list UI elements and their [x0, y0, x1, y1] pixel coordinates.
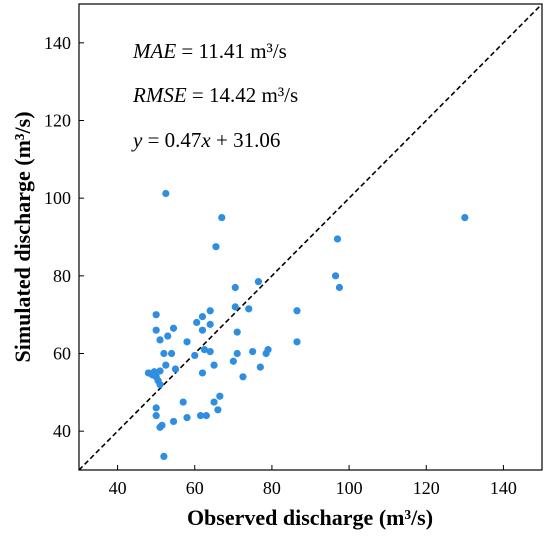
data-point	[210, 398, 218, 406]
data-point	[335, 283, 344, 292]
data-point	[162, 361, 170, 369]
data-point	[168, 349, 176, 358]
x-tick-label: 100	[336, 478, 363, 498]
data-point	[198, 326, 207, 334]
data-point	[198, 313, 207, 321]
data-point	[206, 307, 214, 315]
annotation-fit-x: x	[200, 128, 211, 152]
data-point	[183, 413, 191, 422]
data-point	[158, 421, 166, 429]
data-point	[461, 213, 469, 222]
annotation-fit-y: y	[131, 128, 143, 152]
annotation-mae-var: MAE	[132, 39, 176, 63]
x-axis-label: Observed discharge (m³/s)	[187, 505, 433, 530]
annotation-rmse: RMSE = 14.42 m³/s	[132, 83, 298, 107]
data-point	[179, 398, 187, 406]
x-tick-label: 40	[109, 478, 127, 498]
data-point	[293, 307, 301, 315]
annotation-rmse-value: = 14.42 m³/s	[187, 83, 298, 107]
data-point	[333, 235, 342, 243]
data-point	[331, 272, 340, 280]
data-point	[152, 412, 160, 420]
data-point	[193, 318, 201, 327]
data-point	[231, 283, 239, 292]
data-point	[254, 278, 263, 286]
y-tick-label: 100	[44, 188, 71, 208]
data-point	[202, 412, 210, 420]
data-point	[160, 452, 168, 461]
data-point	[214, 406, 222, 414]
data-point	[150, 368, 158, 376]
data-point	[245, 305, 253, 313]
y-axis-ticks: 40 60 80 100 120 140	[44, 33, 84, 441]
y-tick-label: 60	[53, 344, 71, 364]
data-point	[206, 320, 214, 328]
x-tick-label: 60	[186, 478, 204, 498]
annotation-mae-value: = 11.41 m³/s	[176, 39, 287, 63]
data-point	[156, 367, 164, 375]
data-point	[256, 363, 264, 371]
y-tick-label: 120	[44, 111, 71, 131]
data-point	[162, 189, 170, 198]
data-points	[144, 189, 469, 461]
data-point	[218, 213, 226, 222]
y-tick-label: 140	[44, 33, 71, 53]
plot-frame	[78, 3, 543, 471]
data-point	[231, 303, 239, 311]
y-tick-label: 40	[53, 421, 71, 441]
data-point	[196, 412, 205, 420]
data-point	[152, 311, 160, 319]
data-point	[191, 351, 199, 360]
annotation-fit-slope: = 0.47	[142, 128, 201, 152]
data-point	[200, 346, 208, 354]
data-point	[264, 346, 272, 354]
data-point	[216, 392, 224, 400]
data-point	[239, 373, 247, 381]
data-point	[152, 404, 160, 412]
data-point	[164, 332, 172, 340]
data-point	[249, 347, 257, 356]
data-point	[169, 324, 178, 332]
data-point	[156, 336, 164, 344]
annotation-mae: MAE = 11.41 m³/s	[132, 39, 287, 63]
data-point	[233, 328, 241, 336]
annotation-fit-intercept: + 31.06	[211, 128, 281, 152]
data-point	[210, 361, 218, 369]
data-point	[233, 349, 241, 358]
x-axis-ticks: 40 60 80 100 120 140	[109, 465, 517, 498]
data-point	[152, 326, 160, 334]
data-point	[293, 338, 301, 346]
data-point	[169, 417, 178, 426]
data-point	[206, 347, 214, 356]
annotation-fit: y = 0.47x + 31.06	[131, 128, 280, 152]
y-axis-label: Simulated discharge (m³/s)	[10, 111, 35, 362]
data-point	[171, 365, 180, 373]
one-to-one-line	[78, 3, 543, 471]
x-tick-label: 80	[263, 478, 281, 498]
data-point	[229, 357, 237, 365]
data-point	[160, 349, 168, 358]
data-point	[198, 369, 207, 377]
data-point	[212, 243, 220, 251]
x-tick-label: 120	[413, 478, 440, 498]
data-point	[156, 380, 164, 389]
x-tick-label: 140	[490, 478, 517, 498]
annotation-rmse-var: RMSE	[132, 83, 187, 107]
data-point	[183, 338, 191, 346]
y-tick-label: 80	[53, 266, 71, 286]
